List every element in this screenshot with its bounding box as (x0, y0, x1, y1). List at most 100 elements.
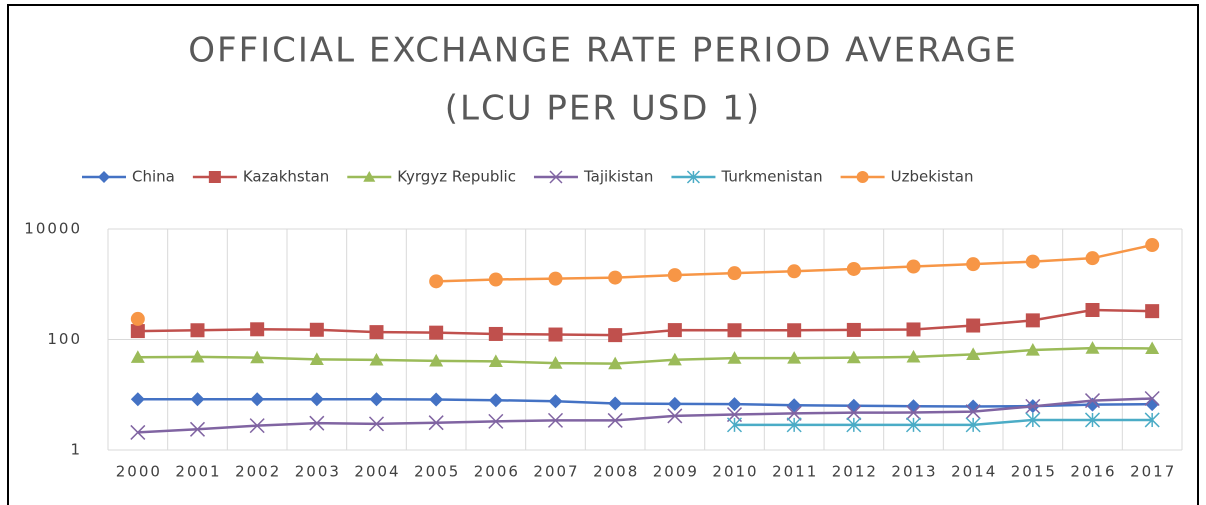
marker (965, 404, 981, 420)
marker (966, 257, 981, 272)
marker (667, 396, 682, 411)
marker (250, 322, 265, 337)
marker (429, 325, 444, 340)
marker (488, 413, 504, 429)
x-tick-label: 2012 (832, 463, 878, 481)
marker (905, 405, 922, 421)
marker (846, 350, 861, 364)
marker (846, 322, 861, 337)
marker (130, 311, 145, 326)
marker (369, 392, 384, 407)
legend-label: Tajikistan (583, 168, 653, 186)
series-line (137, 346, 1153, 365)
marker (1025, 313, 1040, 328)
marker (488, 326, 503, 341)
series-line (137, 308, 1153, 337)
legend-marker (856, 171, 869, 183)
marker (250, 392, 265, 407)
marker (667, 408, 683, 424)
marker (547, 412, 564, 428)
legend-label: Uzbekistan (891, 168, 974, 186)
x-tick-label: 2000 (116, 463, 162, 481)
x-tick-label: 2007 (533, 463, 579, 481)
marker (727, 351, 742, 364)
marker (966, 399, 981, 414)
marker (906, 322, 921, 337)
marker (488, 393, 503, 408)
marker (906, 259, 921, 274)
marker (130, 392, 145, 407)
marker (608, 356, 623, 370)
marker (1025, 254, 1040, 269)
marker (428, 415, 444, 431)
marker (488, 354, 503, 367)
marker (608, 396, 623, 411)
x-tick-label: 2001 (175, 463, 221, 481)
marker (608, 270, 623, 285)
x-tick-label: 2010 (712, 463, 758, 481)
x-tick-label: 2004 (354, 463, 400, 481)
marker (309, 392, 324, 407)
x-tick-label: 2015 (1011, 463, 1057, 481)
x-tick-label: 2006 (474, 463, 520, 481)
series-line (734, 418, 1153, 427)
marker (548, 327, 563, 342)
marker (667, 268, 682, 283)
marker (1145, 397, 1160, 412)
marker (1084, 412, 1101, 428)
legend-marker (686, 170, 700, 184)
marker (727, 323, 742, 338)
marker (369, 325, 384, 340)
marker (1144, 412, 1160, 428)
x-tick-label: 2016 (1070, 463, 1116, 481)
marker (846, 417, 862, 433)
marker (1145, 341, 1160, 355)
chart-border (7, 4, 1199, 505)
marker (548, 356, 563, 369)
marker (1084, 393, 1101, 409)
y-tick-label: 10000 (24, 220, 82, 238)
marker (309, 322, 324, 337)
legend-marker (549, 170, 563, 184)
marker (906, 399, 921, 414)
x-tick-label: 2011 (772, 463, 818, 481)
marker (190, 392, 205, 407)
series-line (137, 397, 1153, 434)
marker (1085, 302, 1100, 317)
marker (190, 323, 205, 338)
x-tick-label: 2003 (295, 463, 341, 481)
marker (786, 417, 802, 433)
x-tick-label: 2017 (1130, 463, 1176, 481)
x-tick-label: 2008 (593, 463, 639, 481)
marker (846, 405, 862, 421)
marker (130, 324, 145, 339)
x-tick-label: 2013 (891, 463, 937, 481)
marker (130, 424, 146, 440)
marker (1145, 238, 1160, 253)
marker (548, 394, 563, 409)
marker (429, 274, 444, 289)
marker (250, 350, 265, 364)
marker (249, 418, 265, 434)
marker (667, 352, 682, 366)
x-tick-label: 2002 (235, 463, 281, 481)
marker (548, 271, 563, 286)
x-tick-label: 2005 (414, 463, 460, 481)
marker (1025, 343, 1040, 356)
marker (1144, 390, 1160, 407)
chart-title: OFFICIAL EXCHANGE RATE PERIOD AVERAGE (188, 31, 1018, 71)
marker (429, 353, 444, 367)
marker (130, 350, 145, 363)
marker (608, 328, 623, 343)
legend-marker (363, 171, 376, 182)
legend-marker (98, 171, 110, 183)
marker (190, 349, 205, 363)
marker (787, 398, 802, 413)
marker (309, 352, 324, 366)
marker (667, 323, 682, 338)
marker (1145, 304, 1160, 319)
legend-label: Kyrgyz Republic (397, 168, 516, 186)
marker (786, 405, 802, 421)
marker (726, 417, 743, 433)
marker (966, 318, 981, 333)
